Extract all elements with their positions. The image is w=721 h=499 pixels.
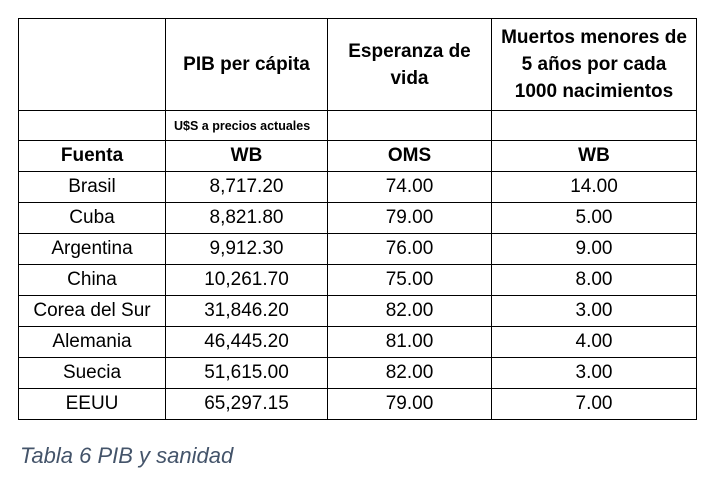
mortalidad-cell: 5.00 <box>491 202 697 234</box>
source-row: Fuenta WB OMS WB <box>18 140 697 172</box>
data-table-container: PIB per cápita Esperanza de vida Muertos… <box>18 18 697 420</box>
esperanza-cell: 81.00 <box>327 326 492 358</box>
table-row: China 10,261.70 75.00 8.00 <box>18 264 697 296</box>
table-row: Brasil 8,717.20 74.00 14.00 <box>18 171 697 203</box>
header-cell-mortalidad: Muertos menores de 5 años por cada 1000 … <box>491 18 697 111</box>
esperanza-cell: 79.00 <box>327 388 492 420</box>
pib-cell: 9,912.30 <box>165 233 328 265</box>
header-cell-empty <box>18 18 166 111</box>
pib-cell: 46,445.20 <box>165 326 328 358</box>
mortalidad-cell: 4.00 <box>491 326 697 358</box>
source-label: Fuenta <box>18 140 166 172</box>
country-cell: Argentina <box>18 233 166 265</box>
pib-cell: 51,615.00 <box>165 357 328 389</box>
unit-cell-empty <box>491 110 697 141</box>
mortalidad-cell: 8.00 <box>491 264 697 296</box>
table-row: Corea del Sur 31,846.20 82.00 3.00 <box>18 295 697 327</box>
esperanza-cell: 79.00 <box>327 202 492 234</box>
mortalidad-cell: 3.00 <box>491 357 697 389</box>
unit-row: U$S a precios actuales <box>18 110 697 141</box>
table-row: Suecia 51,615.00 82.00 3.00 <box>18 357 697 389</box>
source-esperanza: OMS <box>327 140 492 172</box>
country-cell: Brasil <box>18 171 166 203</box>
header-cell-esperanza: Esperanza de vida <box>327 18 492 111</box>
pib-cell: 8,821.80 <box>165 202 328 234</box>
table-caption: Tabla 6 PIB y sanidad <box>20 443 234 468</box>
header-cell-pib: PIB per cápita <box>165 18 328 111</box>
esperanza-cell: 76.00 <box>327 233 492 265</box>
country-cell: Suecia <box>18 357 166 389</box>
mortalidad-cell: 9.00 <box>491 233 697 265</box>
esperanza-cell: 82.00 <box>327 295 492 327</box>
esperanza-cell: 74.00 <box>327 171 492 203</box>
country-cell: Corea del Sur <box>18 295 166 327</box>
pib-cell: 65,297.15 <box>165 388 328 420</box>
header-row: PIB per cápita Esperanza de vida Muertos… <box>18 18 697 111</box>
mortalidad-cell: 7.00 <box>491 388 697 420</box>
country-cell: Cuba <box>18 202 166 234</box>
table-row: Cuba 8,821.80 79.00 5.00 <box>18 202 697 234</box>
pib-cell: 10,261.70 <box>165 264 328 296</box>
esperanza-cell: 75.00 <box>327 264 492 296</box>
source-mortalidad: WB <box>491 140 697 172</box>
unit-note: U$S a precios actuales <box>165 110 328 141</box>
country-cell: EEUU <box>18 388 166 420</box>
table-row: EEUU 65,297.15 79.00 7.00 <box>18 388 697 420</box>
pib-sanidad-table: PIB per cápita Esperanza de vida Muertos… <box>18 18 697 420</box>
mortalidad-cell: 14.00 <box>491 171 697 203</box>
pib-cell: 31,846.20 <box>165 295 328 327</box>
mortalidad-cell: 3.00 <box>491 295 697 327</box>
pib-cell: 8,717.20 <box>165 171 328 203</box>
source-pib: WB <box>165 140 328 172</box>
country-cell: China <box>18 264 166 296</box>
unit-cell-empty <box>327 110 492 141</box>
table-row: Argentina 9,912.30 76.00 9.00 <box>18 233 697 265</box>
esperanza-cell: 82.00 <box>327 357 492 389</box>
table-row: Alemania 46,445.20 81.00 4.00 <box>18 326 697 358</box>
country-cell: Alemania <box>18 326 166 358</box>
unit-cell-empty <box>18 110 166 141</box>
